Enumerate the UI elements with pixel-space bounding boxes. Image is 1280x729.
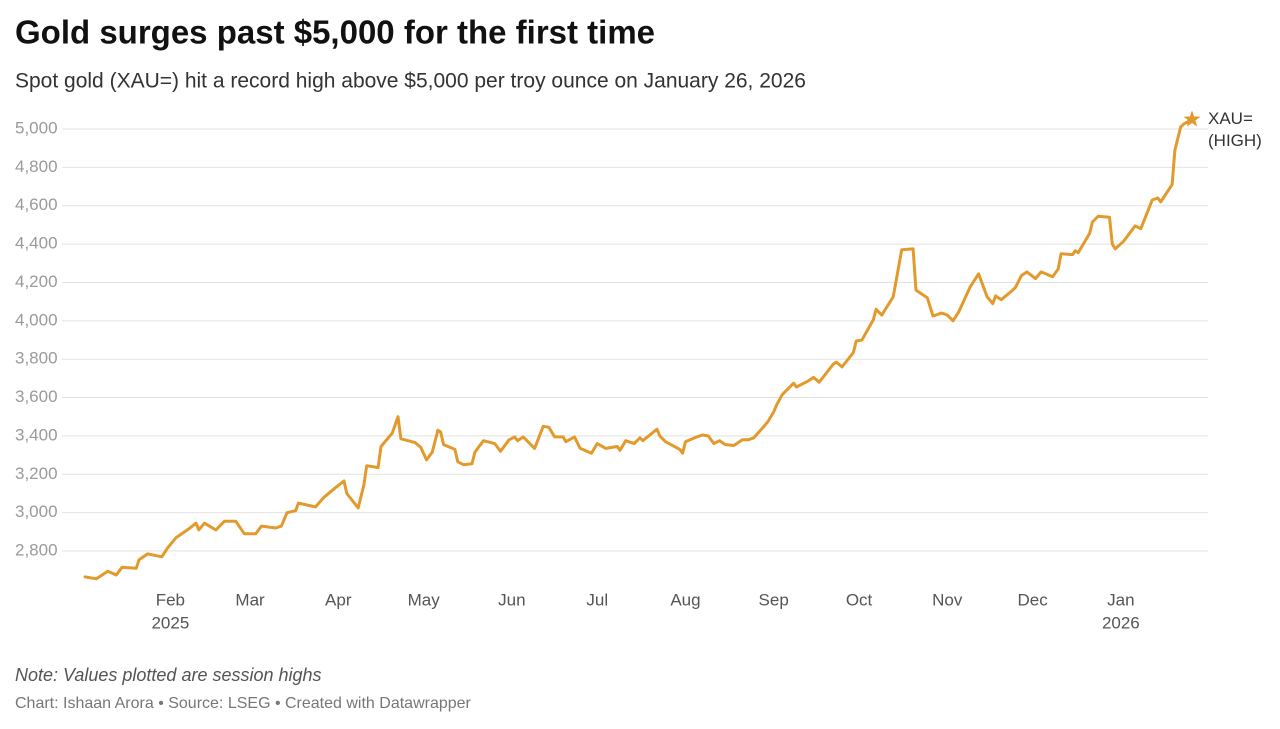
x-tick-label: Jul: [586, 590, 608, 609]
series-label: XAU= (HIGH): [1208, 109, 1262, 150]
end-marker: [1183, 110, 1201, 127]
x-tick-label: Dec: [1018, 590, 1049, 609]
y-tick-label: 4,600: [15, 195, 58, 214]
y-tick-label: 4,800: [15, 157, 58, 176]
series-line: [83, 117, 1194, 581]
chart-title: Gold surges past $5,000 for the first ti…: [15, 14, 655, 51]
x-tick-label: Feb: [156, 590, 185, 609]
credit: Chart: Ishaan Arora • Source: LSEG • Cre…: [15, 695, 472, 712]
y-tick-label: 4,400: [15, 234, 58, 253]
note: Note: Values plotted are session highs: [15, 665, 322, 685]
x-tick-label: Apr: [325, 590, 352, 609]
y-tick-label: 3,800: [15, 349, 58, 368]
x-tick-label: Sep: [759, 590, 789, 609]
x-tick-year: 2026: [1102, 613, 1140, 632]
y-tick-label: 4,000: [15, 310, 58, 329]
x-tick-year: 2025: [151, 613, 189, 632]
x-tick-label: Nov: [932, 590, 963, 609]
y-tick-label: 3,200: [15, 464, 58, 483]
y-tick-label: 2,800: [15, 541, 58, 560]
y-tick-label: 5,000: [15, 118, 58, 137]
y-tick-label: 3,000: [15, 502, 58, 521]
y-tick-label: 4,200: [15, 272, 58, 291]
y-tick-label: 3,600: [15, 387, 58, 406]
y-tick-label: 3,400: [15, 425, 58, 444]
x-tick-label: May: [408, 590, 441, 609]
x-tick-label: Oct: [846, 590, 873, 609]
x-tick-label: Aug: [670, 590, 700, 609]
x-tick-label: Jun: [498, 590, 525, 609]
x-tick-label: Jan: [1107, 590, 1134, 609]
x-tick-label: Mar: [235, 590, 265, 609]
chart-subtitle: Spot gold (XAU=) hit a record high above…: [15, 70, 806, 93]
